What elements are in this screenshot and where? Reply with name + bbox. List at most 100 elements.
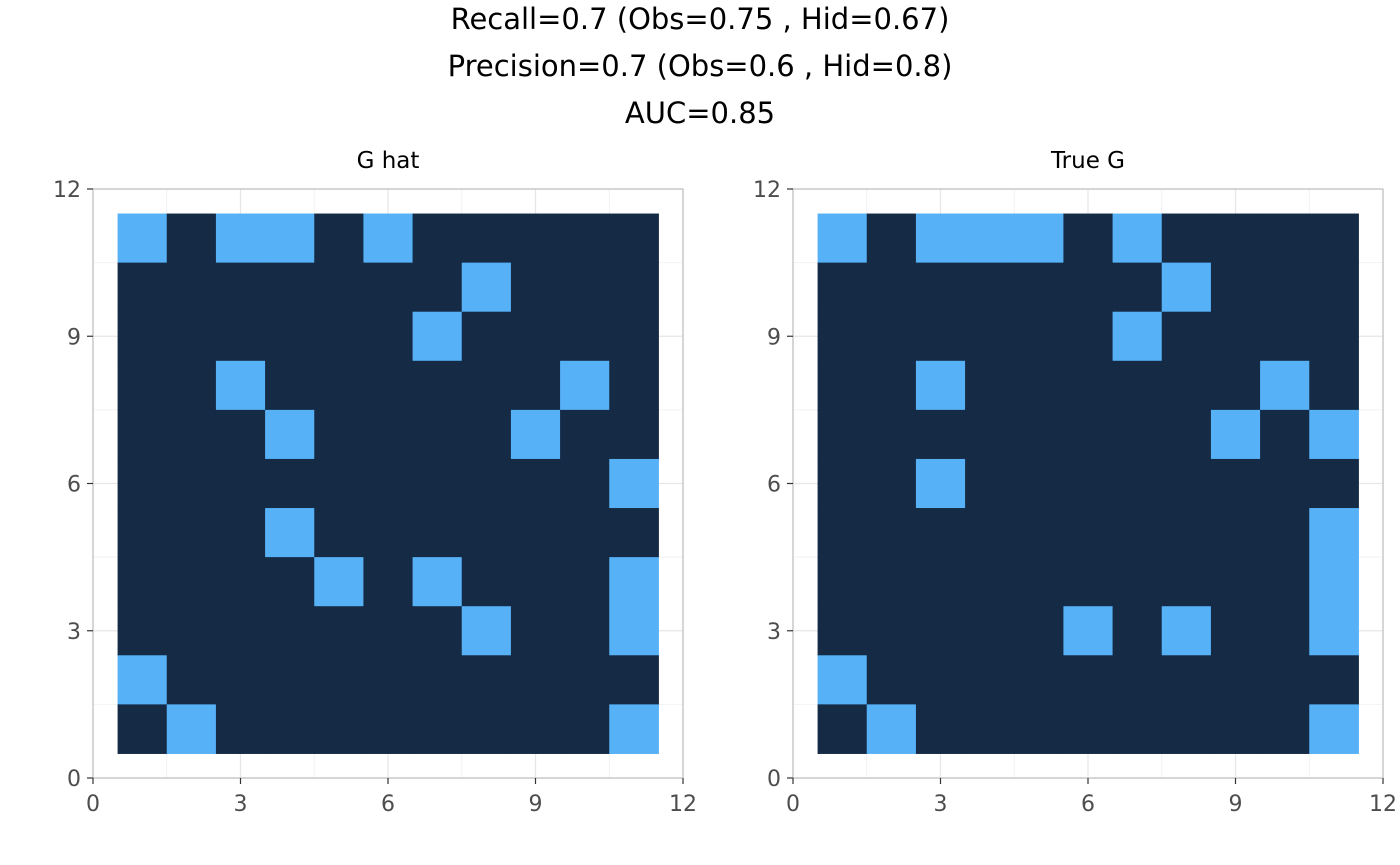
y-tick-label: 12	[753, 178, 781, 203]
heatmap-cell-empty	[866, 360, 917, 411]
heatmap-cell-empty	[510, 606, 561, 656]
heatmap-cell-empty	[866, 409, 917, 460]
heatmap-cell-empty	[965, 458, 1015, 509]
heatmap-cell-empty	[1260, 458, 1310, 509]
heatmap-cell-empty	[215, 311, 266, 362]
heatmap-cell-empty	[1309, 458, 1359, 509]
heatmap-cell-empty	[166, 409, 217, 460]
heatmap-cell-empty	[560, 458, 610, 509]
heatmap-cell-empty	[1260, 409, 1310, 460]
heatmap-cell-edge	[363, 213, 414, 264]
heatmap-cell-empty	[215, 557, 266, 607]
y-tick-label: 6	[67, 473, 81, 498]
heatmap-cell-empty	[560, 704, 610, 754]
x-tick-label: 12	[669, 792, 697, 817]
heatmap-cell-empty	[817, 606, 868, 656]
heatmap-cell-empty	[1260, 655, 1310, 705]
y-tick-label: 0	[767, 767, 781, 792]
heatmap-cell-empty	[363, 458, 414, 509]
heatmap-cell-empty	[965, 360, 1015, 411]
heatmap-cell-edge	[965, 213, 1015, 264]
heatmap-cell-empty	[363, 704, 414, 754]
heatmap-cell-edge	[461, 606, 512, 656]
heatmap-cell-empty	[1063, 655, 1114, 705]
heatmap-cell-empty	[461, 704, 512, 754]
heatmap-cell-empty	[1112, 458, 1163, 509]
heatmap-cell-empty	[314, 458, 364, 509]
heatmap-cell-empty	[560, 213, 610, 264]
heatmap-cell-empty	[866, 508, 917, 558]
heatmap-cell-empty	[510, 360, 561, 411]
heatmap-cell-empty	[1161, 458, 1212, 509]
heatmap-cell-empty	[1210, 508, 1261, 558]
heatmap-cell-empty	[817, 458, 868, 509]
heatmap-cell-empty	[1063, 409, 1114, 460]
y-tick-label: 12	[53, 178, 81, 203]
heatmap-cell-empty	[363, 655, 414, 705]
heatmap-cell-empty	[1210, 606, 1261, 656]
heatmap-cell-empty	[314, 704, 364, 754]
heatmap-cell-empty	[1112, 360, 1163, 411]
heatmap-cell-empty	[560, 606, 610, 656]
heatmap-cell-empty	[609, 508, 659, 558]
y-tick-label: 9	[767, 325, 781, 350]
heatmap-cell-empty	[1309, 311, 1359, 362]
heatmap-cell-empty	[461, 213, 512, 264]
heatmap-cell-edge	[817, 213, 868, 264]
heatmap-cell-empty	[609, 360, 659, 411]
heatmap-cell-empty	[461, 458, 512, 509]
heatmap-cell-empty	[560, 508, 610, 558]
heatmap-cell-empty	[1210, 655, 1261, 705]
heatmap-cell-empty	[461, 557, 512, 607]
heatmap-cell-empty	[166, 655, 217, 705]
x-tick-label: 3	[934, 792, 948, 817]
heatmap-cell-empty	[560, 262, 610, 313]
heatmap-cell-empty	[1161, 704, 1212, 754]
heatmap-cell-empty	[1014, 508, 1064, 558]
heatmap-cell-empty	[510, 655, 561, 705]
heatmap-cell-empty	[166, 606, 217, 656]
heatmap-cell-empty	[1260, 311, 1310, 362]
heatmap-cell-empty	[314, 213, 364, 264]
heatmap-cell-empty	[215, 606, 266, 656]
heatmap-cell-empty	[510, 458, 561, 509]
heatmap-cell-empty	[510, 311, 561, 362]
heatmap-cell-empty	[609, 655, 659, 705]
heatmap-cell-edge	[1210, 409, 1261, 460]
heatmap-cell-empty	[510, 213, 561, 264]
x-tick-label: 3	[234, 792, 248, 817]
heatmap-cell-edge	[412, 311, 463, 362]
heatmap-cell-empty	[1063, 458, 1114, 509]
heatmap-cell-edge	[915, 458, 966, 509]
heatmap-cell-edge	[117, 213, 168, 264]
heatmap-cell-empty	[265, 557, 315, 607]
heatmap-cell-empty	[265, 262, 315, 313]
heatmap-cell-empty	[609, 262, 659, 313]
heatmap-cell-empty	[1014, 655, 1064, 705]
heatmap-cell-empty	[265, 704, 315, 754]
x-tick-label: 6	[381, 792, 395, 817]
heatmap-cell-edge	[1309, 704, 1359, 754]
heatmap-cell-edge	[915, 360, 966, 411]
panel-title: True G	[1050, 148, 1125, 174]
y-tick-label: 0	[67, 767, 81, 792]
heatmap-cell-empty	[166, 311, 217, 362]
heatmap-cell-empty	[1260, 557, 1310, 607]
heatmap-cell-empty	[215, 409, 266, 460]
heatmap-cell-edge	[314, 557, 364, 607]
heatmap-cell-empty	[817, 557, 868, 607]
heatmap-cell-empty	[412, 458, 463, 509]
heatmap-cell-empty	[965, 311, 1015, 362]
heatmap-cell-edge	[609, 557, 659, 607]
heatmap-cell-empty	[866, 655, 917, 705]
x-tick-label: 6	[1081, 792, 1095, 817]
heatmap-cell-edge	[1260, 360, 1310, 411]
heatmap-cell-edge	[1309, 508, 1359, 558]
heatmap-cell-empty	[609, 311, 659, 362]
heatmap-cell-empty	[1210, 213, 1261, 264]
heatmap-cell-edge	[817, 655, 868, 705]
heatmap-cell-empty	[363, 409, 414, 460]
heatmap-cell-empty	[363, 262, 414, 313]
y-tick-label: 3	[67, 620, 81, 645]
heatmap-cell-empty	[265, 311, 315, 362]
